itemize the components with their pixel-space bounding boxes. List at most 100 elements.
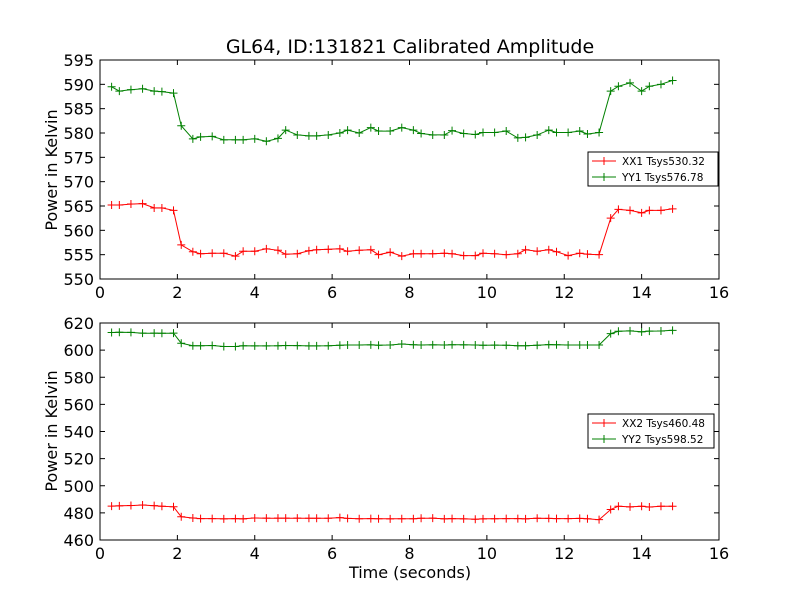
top-series-0-point — [626, 206, 635, 215]
bottom-series-1-point — [552, 340, 561, 349]
bottom-series-1-point — [521, 341, 530, 350]
bottom-series-0-point — [637, 502, 646, 511]
top-series-1-point — [126, 85, 135, 94]
bottom-series-1-point — [312, 341, 321, 350]
top-legend-box — [587, 151, 719, 187]
bottom-series-1-point — [471, 340, 480, 349]
bottom-series-1-point — [293, 341, 302, 350]
top-series-1-point — [637, 87, 646, 96]
bottom-series-0-point — [281, 514, 290, 523]
bottom-series-0-point — [239, 514, 248, 523]
top-series-0-point — [126, 200, 135, 209]
bottom-series-0-point — [417, 514, 426, 523]
bottom-series-0-point — [552, 514, 561, 523]
bottom-series-1-point — [157, 329, 166, 338]
bottom-series-0-point — [196, 514, 205, 523]
bottom-legend-marker — [600, 419, 608, 427]
bottom-plot: 0 2 4 6 8 10 12 14 16 460 480 500 520 540 560 580 600 620… — [42, 314, 729, 563]
bottom-series-1-point — [150, 329, 159, 338]
bottom-series-1-point — [614, 327, 623, 336]
top-series-1-point — [304, 131, 313, 140]
top-x-tick-label: 8 — [404, 283, 414, 302]
bottom-series-0-point — [502, 514, 511, 523]
bottom-series-1-point — [606, 329, 615, 338]
top-series-0-point — [448, 249, 457, 258]
top-series-0-point — [471, 251, 480, 260]
bottom-series-0-point — [583, 514, 592, 523]
top-series-1-point — [656, 80, 665, 89]
top-series-1-point — [386, 127, 395, 136]
top-series-0-point — [239, 247, 248, 256]
top-y-axis-label: Power in Kelvin — [42, 109, 61, 230]
top-series-1-point — [281, 126, 290, 135]
bottom-series-1-point — [126, 328, 135, 337]
top-series-1-point — [219, 135, 228, 144]
top-series-1-point — [521, 133, 530, 142]
top-y-tick-label: 550 — [63, 270, 94, 289]
bottom-series-0-point — [293, 514, 302, 523]
bottom-y-tick-label: 620 — [63, 314, 94, 333]
bottom-series-1-point — [169, 329, 178, 338]
bottom-series-1-point — [343, 340, 352, 349]
top-series-1-point — [668, 76, 677, 85]
top-series-1-point — [409, 126, 418, 135]
top-series-1-point — [374, 127, 383, 136]
bottom-series-0-point — [459, 514, 468, 523]
bottom-legend-label: XX2 Tsys460.48 — [622, 418, 705, 430]
top-series-0-point — [188, 247, 197, 256]
bottom-series-0-point — [355, 514, 364, 523]
top-x-tick-label: 16 — [709, 283, 729, 302]
top-series-0-point — [150, 203, 159, 212]
top-y-tick-label: 585 — [63, 100, 94, 119]
bottom-y-tick-label: 580 — [63, 368, 94, 387]
bottom-series-0-point — [312, 514, 321, 523]
top-series-0-point — [355, 246, 364, 255]
bottom-series-1-point — [656, 327, 665, 336]
top-series-0-point — [273, 246, 282, 255]
bottom-series-0-point — [575, 514, 584, 523]
top-series-1-point — [115, 87, 124, 96]
bottom-series-0-point — [668, 502, 677, 511]
bottom-series-0-point — [614, 502, 623, 511]
top-series-0-point — [304, 246, 313, 255]
top-series-0-point — [107, 201, 116, 210]
bottom-series-0-point — [324, 514, 333, 523]
bottom-series-0-point — [374, 514, 383, 523]
top-y-tick-label: 575 — [63, 148, 94, 167]
bottom-x-tick-label: 12 — [554, 544, 574, 563]
bottom-legend: XX2 Tsys460.48 YY2 Tsys598.52 — [587, 413, 715, 449]
top-y-tick-label: 590 — [63, 75, 94, 94]
bottom-x-tick-label: 4 — [250, 544, 260, 563]
bottom-series-1-point — [409, 340, 418, 349]
bottom-series-1-point — [281, 341, 290, 350]
top-series-1-point — [312, 131, 321, 140]
bottom-series-0-point — [138, 501, 147, 510]
bottom-y-tick-label: 460 — [63, 531, 94, 550]
bottom-x-tick-label: 2 — [172, 544, 182, 563]
top-series-1-point — [188, 134, 197, 143]
bottom-series-0-point — [250, 514, 259, 523]
bottom-series-1-point — [583, 340, 592, 349]
bottom-series-1-point — [386, 340, 395, 349]
bottom-series-1-point — [544, 340, 553, 349]
top-y-tick-label: 560 — [63, 221, 94, 240]
top-series-0-point — [397, 252, 406, 261]
bottom-series-1-point — [273, 341, 282, 350]
top-series-1-point — [544, 126, 553, 135]
bottom-series-1-point — [448, 340, 457, 349]
top-series-1-point — [614, 82, 623, 91]
top-series-0-point — [196, 249, 205, 258]
top-series-0-point — [157, 203, 166, 212]
top-series-1-point — [196, 132, 205, 141]
bottom-series-1-point — [564, 340, 573, 349]
bottom-x-tick-label: 0 — [95, 544, 105, 563]
top-series-1-point — [479, 128, 488, 137]
top-series-0-point — [544, 245, 553, 254]
bottom-series-layer — [107, 326, 677, 524]
top-series-0-point — [656, 206, 665, 215]
top-x-tick-label: 14 — [631, 283, 651, 302]
top-series-0-point — [115, 201, 124, 210]
top-series-0-point — [459, 251, 468, 260]
top-series-0-point — [645, 206, 654, 215]
